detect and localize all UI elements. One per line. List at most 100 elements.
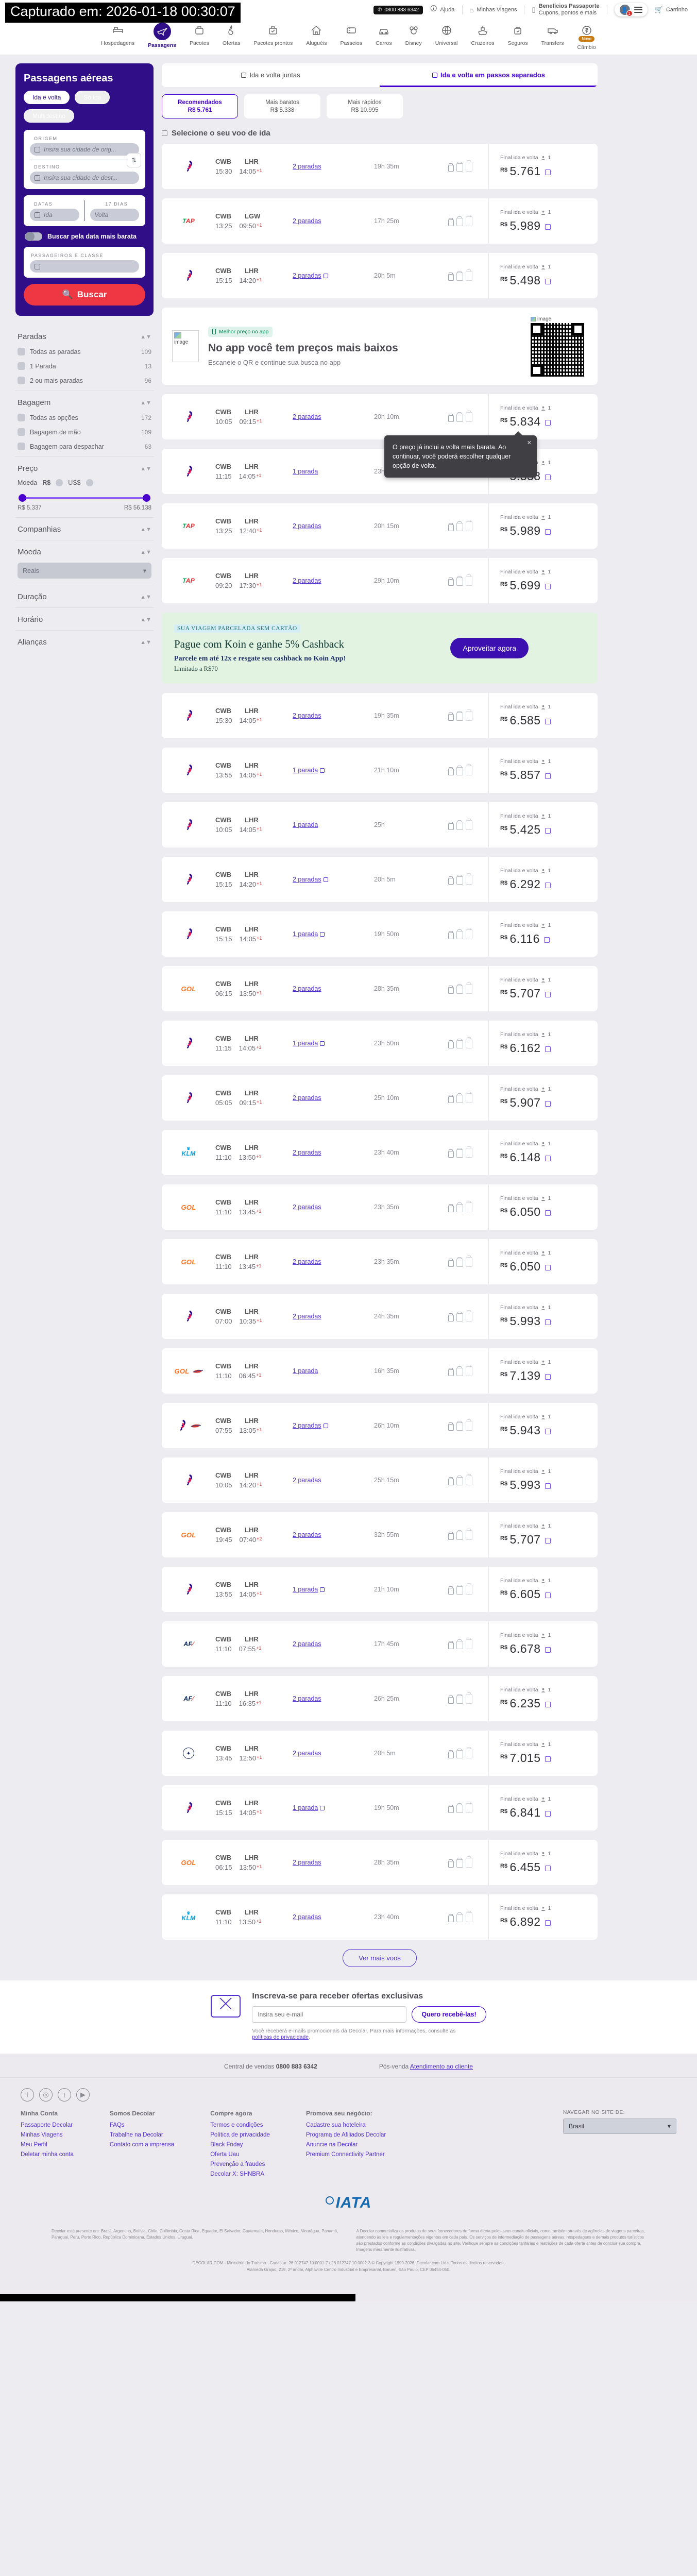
footer-link[interactable]: Trabalhe na Decolar	[109, 2132, 163, 2138]
nav-item-passeios[interactable]: Passeios	[341, 23, 362, 50]
nav-item-cruzeiros[interactable]: Cruzeiros	[471, 23, 494, 50]
nav-item-passagens[interactable]: Passagens	[148, 23, 176, 50]
origin-input[interactable]: Insira sua cidade de orig...	[30, 143, 139, 156]
stops-link[interactable]: 2 paradas	[293, 413, 321, 420]
newsletter-subscribe-button[interactable]: Quero recebê-las!	[412, 2006, 486, 2023]
privacy-policy-link[interactable]: políticas de privacidade	[252, 2034, 309, 2040]
currency-usd-radio[interactable]	[86, 479, 93, 486]
chevron-icon[interactable]: ▲▼	[140, 399, 151, 406]
search-button[interactable]: 🔍 Buscar	[24, 284, 145, 306]
price-info-icon[interactable]	[545, 279, 551, 284]
account-menu-button[interactable]: 👤 1	[614, 3, 648, 16]
chevron-icon[interactable]: ▲▼	[140, 549, 151, 555]
trip-type-ida-e-volta[interactable]: Ida e volta	[24, 91, 70, 104]
stops-link[interactable]: 1 parada	[293, 821, 318, 828]
price-info-icon[interactable]	[545, 224, 551, 230]
flight-card[interactable]: TAP CWB LGW 13:25 09:50+1 2 paradas 17h 25…	[162, 198, 598, 244]
stops-link[interactable]: 2 paradas	[293, 272, 321, 279]
footer-link[interactable]: Prevenção a fraudes	[210, 2161, 265, 2167]
flight-card[interactable]: CWB LHR 05:05 09:15+1 2 paradas 25h 10m Fi…	[162, 1075, 598, 1121]
close-icon[interactable]: ✕	[526, 440, 532, 446]
price-info-icon[interactable]	[545, 883, 551, 888]
stops-info-icon[interactable]	[320, 1041, 325, 1046]
flight-card[interactable]: GOL CWB LHR 11:10 13:45+1 2 paradas 23h 35…	[162, 1239, 598, 1284]
price-slider-max-handle[interactable]	[143, 494, 150, 502]
stops-info-icon[interactable]	[320, 768, 325, 773]
chevron-icon[interactable]: ▲▼	[140, 594, 151, 600]
price-info-icon[interactable]	[545, 170, 551, 175]
stops-info-icon[interactable]	[323, 1423, 328, 1428]
chevron-icon[interactable]: ▲▼	[140, 526, 151, 533]
flight-card[interactable]: CWB LHR 11:15 14:05+1 1 parada 23h 50m Fin…	[162, 1021, 598, 1066]
flight-card[interactable]: CWB LHR 07:55 13:05+1 2 paradas 26h 10m Fi…	[162, 1403, 598, 1448]
flight-card[interactable]: GOL CWB LHR 11:10 06:45+1 1 parada 16h 35m…	[162, 1348, 598, 1394]
chevron-icon[interactable]: ▲▼	[140, 333, 151, 340]
twitter-icon[interactable]: t	[58, 2088, 71, 2102]
cart-button[interactable]: 🛒 Carrinho	[654, 6, 688, 13]
flight-card[interactable]: CWB LHR 10:05 14:05+1 1 parada 25h Final i…	[162, 802, 598, 848]
price-slider[interactable]	[19, 494, 150, 502]
stops-link[interactable]: 2 paradas	[293, 522, 321, 530]
price-info-icon[interactable]	[545, 992, 551, 997]
flight-card[interactable]: TAP CWB LHR 09:20 17:30+1 2 paradas 29h 10…	[162, 558, 598, 603]
nav-item-alugu-is[interactable]: Aluguéis	[306, 23, 327, 50]
price-info-icon[interactable]	[545, 773, 551, 779]
stops-link[interactable]: 1 parada	[293, 1804, 318, 1811]
flight-card[interactable]: TAP CWB LHR 13:25 12:40+1 2 paradas 20h 15…	[162, 503, 598, 549]
price-slider-min-handle[interactable]	[19, 494, 26, 502]
chevron-icon[interactable]: ▲▼	[140, 639, 151, 646]
price-info-icon[interactable]	[545, 420, 551, 426]
nav-item-ofertas[interactable]: Ofertas	[223, 23, 240, 50]
stops-link[interactable]: 2 paradas	[293, 1313, 321, 1320]
checkbox[interactable]	[18, 443, 25, 450]
sales-phone-chip[interactable]: ✆ 0800 883 6342	[373, 5, 423, 14]
nav-item-transfers[interactable]: Transfers	[541, 23, 564, 50]
chevron-icon[interactable]: ▲▼	[140, 465, 151, 472]
sort-mais-r-pidos[interactable]: Mais rápidos R$ 10.995	[327, 94, 403, 118]
stops-link[interactable]: 2 paradas	[293, 217, 321, 225]
flight-card[interactable]: CWB LHR 15:15 14:05+1 1 parada 19h 50m Fin…	[162, 1785, 598, 1831]
footer-link[interactable]: Passaporte Decolar	[21, 2122, 73, 2128]
results-tab-1[interactable]: Ida e volta em passos separados	[380, 63, 598, 87]
flight-card[interactable]: ♛ KLM CWB LHR 11:10 13:50+1 2 paradas 23h 4…	[162, 1894, 598, 1940]
stops-link[interactable]: 2 paradas	[293, 1913, 321, 1921]
footer-link[interactable]: Black Friday	[210, 2142, 243, 2148]
price-info-icon[interactable]	[545, 529, 551, 535]
customer-service-link[interactable]: Atendimento ao cliente	[410, 2063, 473, 2070]
stops-info-icon[interactable]	[320, 1806, 325, 1810]
price-info-icon[interactable]	[545, 1101, 551, 1107]
stops-link[interactable]: 2 paradas	[293, 1258, 321, 1265]
price-info-icon[interactable]	[545, 1756, 551, 1762]
nav-item-c-mbio[interactable]: Novo Câmbio	[577, 23, 596, 50]
nav-item-seguros[interactable]: Seguros	[507, 23, 528, 50]
stops-link[interactable]: 1 parada	[293, 1040, 318, 1047]
price-info-icon[interactable]	[545, 719, 551, 724]
chevron-icon[interactable]: ▲▼	[140, 616, 151, 623]
checkbox[interactable]	[18, 414, 25, 421]
departure-date-input[interactable]: Ida	[30, 209, 79, 221]
stops-link[interactable]: 2 paradas	[293, 876, 321, 883]
nav-item-pacotes-prontos[interactable]: Pacotes prontos	[253, 23, 293, 50]
newsletter-email-input[interactable]	[252, 2006, 407, 2023]
footer-link[interactable]: Oferta Uau	[210, 2151, 240, 2158]
price-info-icon[interactable]	[545, 1429, 551, 1434]
load-more-flights-button[interactable]: Ver mais voos	[343, 1949, 417, 1967]
price-info-icon[interactable]	[545, 584, 551, 589]
price-info-icon[interactable]	[545, 1702, 551, 1707]
stops-info-icon[interactable]	[323, 274, 328, 278]
destination-input[interactable]: Insira sua cidade de dest...	[30, 172, 139, 184]
flight-card[interactable]: CWB LHR 15:15 14:05+1 1 parada 19h 50m Fin…	[162, 911, 598, 957]
flight-card[interactable]: CWB LHR 10:05 14:20+1 2 paradas 25h 15m Fi…	[162, 1458, 598, 1503]
price-info-icon[interactable]	[545, 1483, 551, 1489]
price-info-icon[interactable]	[545, 1811, 551, 1817]
passengers-input[interactable]	[30, 260, 139, 273]
stops-info-icon[interactable]	[320, 1587, 325, 1592]
price-info-icon[interactable]	[543, 937, 550, 943]
flight-card[interactable]: GOL CWB LHR 11:10 13:45+1 2 paradas 23h 35…	[162, 1184, 598, 1230]
stops-link[interactable]: 2 paradas	[293, 1204, 321, 1211]
price-info-icon[interactable]	[545, 1538, 551, 1544]
stops-link[interactable]: 2 paradas	[293, 1859, 321, 1866]
price-info-icon[interactable]	[545, 474, 551, 480]
stops-link[interactable]: 2 paradas	[293, 1640, 321, 1648]
flight-card[interactable]: CWB LHR 15:30 14:05+1 2 paradas 19h 35m Fi…	[162, 144, 598, 189]
